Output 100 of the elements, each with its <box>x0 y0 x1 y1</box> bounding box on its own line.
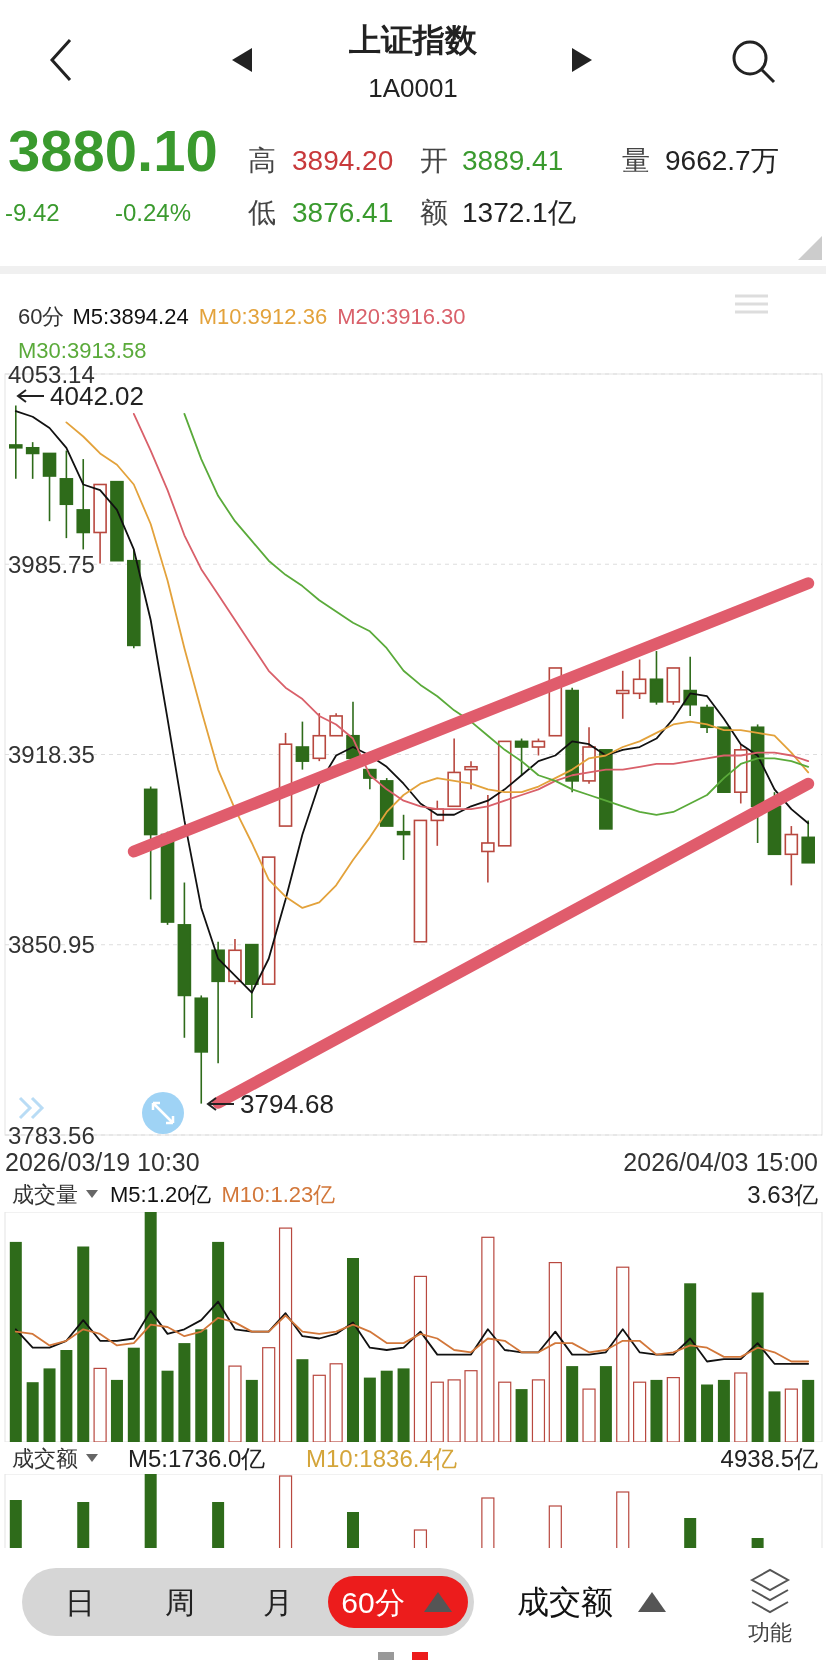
bar <box>93 1367 107 1442</box>
bar <box>77 1246 90 1442</box>
bar <box>397 1368 410 1442</box>
text: 4938.5亿 <box>720 1444 818 1472</box>
bar <box>430 1381 444 1442</box>
bar <box>380 1370 393 1442</box>
legend-title: 成交额 <box>12 1445 78 1471</box>
legend-title: 60分 <box>18 303 65 329</box>
text: M20:3916.30 <box>337 303 466 329</box>
text: 2026/04/03 15:00 <box>623 1148 818 1176</box>
bar <box>296 1359 309 1442</box>
bar <box>245 1379 258 1442</box>
candlestick <box>312 712 327 762</box>
text: 开 <box>420 144 448 176</box>
bar <box>481 1236 495 1442</box>
bar <box>9 1241 22 1442</box>
candlestick <box>700 703 714 734</box>
text: 3894.20 <box>292 144 394 176</box>
candlestick <box>25 441 40 480</box>
bar <box>144 1212 157 1442</box>
bar <box>531 1379 546 1442</box>
bar <box>127 1347 140 1442</box>
bar <box>161 1370 174 1442</box>
text: -9.42 <box>5 198 60 226</box>
y-tick-label: 3850.95 <box>8 931 95 959</box>
bar <box>768 1391 781 1442</box>
bar <box>666 1377 680 1442</box>
bar <box>751 1292 764 1442</box>
text: 2026/03/19 10:30 <box>5 1148 200 1176</box>
text: M5:3894.24 <box>72 303 189 329</box>
bar <box>178 1343 191 1442</box>
text: 3.63亿 <box>747 1180 818 1208</box>
candlestick <box>464 760 478 791</box>
candlestick <box>481 794 495 884</box>
bar <box>734 1372 748 1442</box>
bar <box>464 1370 478 1442</box>
text: 3889.41 <box>462 144 564 176</box>
annotation: 日 <box>65 1585 95 1619</box>
annotation: 60分 <box>341 1585 405 1619</box>
annotation: 成交额 <box>517 1584 613 1620</box>
text: 低 <box>248 196 276 228</box>
y-tick-label: 3985.75 <box>8 550 95 578</box>
candlestick <box>649 650 664 706</box>
legend-title: 成交量 <box>12 1181 78 1207</box>
bar <box>650 1379 663 1442</box>
y-tick-label: 3783.56 <box>8 1121 95 1149</box>
bar <box>802 1379 815 1442</box>
bar <box>26 1382 39 1442</box>
bar <box>212 1241 225 1442</box>
bar <box>582 1388 596 1442</box>
bar <box>329 1363 343 1442</box>
candlestick <box>632 658 647 700</box>
text: 量 <box>622 144 650 176</box>
text: M30:3913.58 <box>18 337 147 363</box>
bar <box>633 1381 647 1442</box>
y-tick-label: 3918.35 <box>8 741 95 768</box>
y-tick-label: 4053.14 <box>8 360 95 388</box>
candlestick <box>514 737 529 777</box>
text: 9662.7万 <box>665 144 779 176</box>
text: M10:3912.36 <box>198 303 328 329</box>
text: 高 <box>248 144 276 176</box>
bar <box>110 1379 123 1442</box>
annotation: 周 <box>165 1585 195 1619</box>
text: 额 <box>420 196 448 228</box>
bar <box>346 1258 359 1442</box>
bar <box>498 1381 512 1442</box>
candlestick <box>42 452 57 522</box>
bar <box>43 1368 56 1442</box>
candlestick <box>9 404 23 480</box>
text: 3876.41 <box>292 196 394 228</box>
text: 上证指数 <box>348 22 478 58</box>
bar <box>784 1388 798 1442</box>
candlestick <box>295 720 310 771</box>
bar <box>228 1365 242 1442</box>
bar <box>616 1266 630 1442</box>
bar <box>262 1347 276 1442</box>
bar <box>701 1384 714 1442</box>
candlestick <box>396 813 411 861</box>
text: -0.24% <box>115 198 192 226</box>
annotation: 3794.68 <box>240 1089 334 1119</box>
text: M10:1.23亿 <box>221 1181 336 1207</box>
text: 1A0001 <box>368 73 458 103</box>
candlestick <box>615 670 630 720</box>
bar <box>60 1350 73 1442</box>
bar <box>195 1329 208 1442</box>
annotation: 功能 <box>748 1619 792 1645</box>
bar <box>515 1389 528 1442</box>
bar <box>548 1262 562 1442</box>
bar <box>312 1374 326 1442</box>
bar <box>363 1377 376 1442</box>
text: M10:1836.4亿 <box>306 1444 457 1472</box>
bar <box>599 1366 612 1442</box>
bar <box>447 1379 461 1442</box>
bar <box>413 1275 428 1442</box>
bar <box>278 1227 293 1442</box>
text: 1372.1亿 <box>462 196 576 228</box>
annotation: 月 <box>263 1585 293 1619</box>
bar <box>717 1379 730 1442</box>
bar <box>566 1366 579 1442</box>
bar <box>684 1283 697 1442</box>
